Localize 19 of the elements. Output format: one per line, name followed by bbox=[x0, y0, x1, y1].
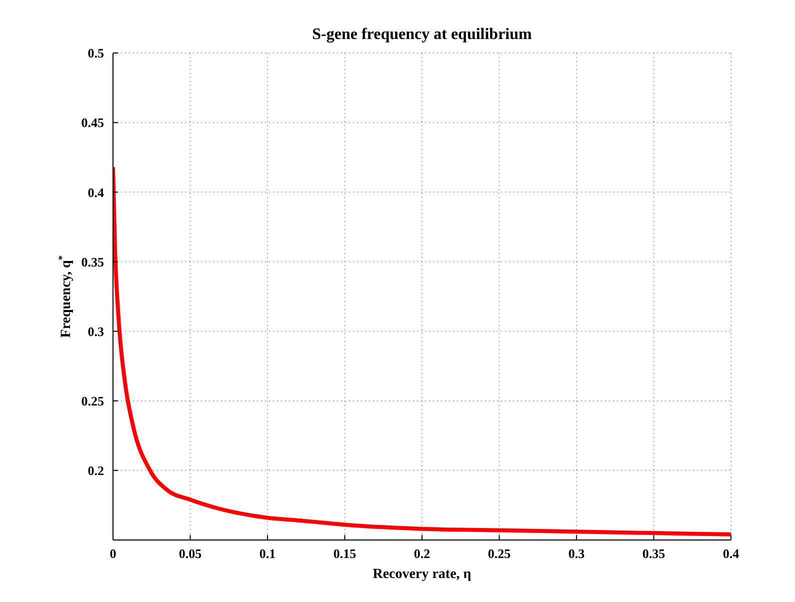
chart-title: S-gene frequency at equilibrium bbox=[311, 26, 533, 44]
x-tick-label: 0.2 bbox=[414, 546, 430, 562]
y-tick-label: 0.3 bbox=[88, 324, 104, 339]
y-tick-label: 0.45 bbox=[81, 115, 104, 130]
x-tick-label: 0.05 bbox=[178, 546, 202, 562]
x-tick-label: 0.35 bbox=[642, 546, 666, 562]
line-series bbox=[113, 165, 731, 536]
x-axis-title: Recovery rate, η bbox=[372, 567, 472, 582]
y-tick-label: 0.35 bbox=[81, 254, 104, 270]
x-tick-label: 0.25 bbox=[488, 546, 512, 562]
x-tick-label: 0.1 bbox=[259, 546, 276, 562]
x-tick-label: 0.15 bbox=[333, 546, 357, 562]
y-tick-label: 0.25 bbox=[81, 393, 104, 408]
y-tick-label: 0.5 bbox=[88, 46, 104, 61]
y-tick-label: 0.2 bbox=[88, 463, 104, 478]
x-tick-label: 0.3 bbox=[568, 546, 586, 562]
x-tick-label: 0.4 bbox=[722, 546, 740, 562]
x-tick-label: 0 bbox=[110, 546, 116, 562]
y-tick-label: 0.4 bbox=[88, 184, 104, 200]
